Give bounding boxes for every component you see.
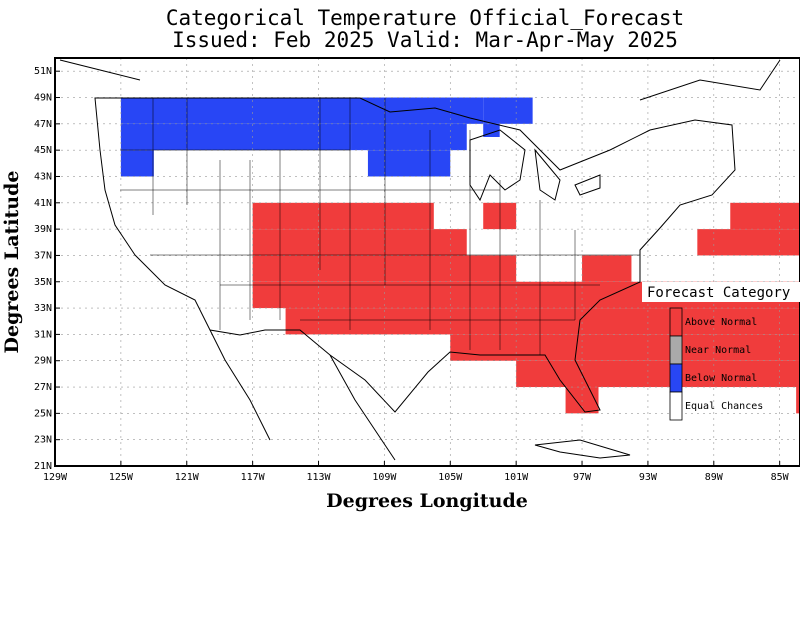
y-tick-label: 35N (34, 277, 52, 288)
y-tick-label: 47N (34, 119, 52, 130)
x-tick-label: 121W (175, 472, 200, 483)
x-tick-label: 97W (573, 472, 592, 483)
chart-title-line2: Issued: Feb 2025 Valid: Mar-Apr-May 2025 (172, 28, 678, 52)
y-tick-label: 33N (34, 303, 52, 314)
x-tick-label: 89W (705, 472, 724, 483)
y-tick-label: 29N (34, 356, 52, 367)
legend-label: Near Normal (685, 345, 751, 356)
legend: Forecast Category Above Normal Near Norma… (642, 282, 800, 421)
legend-title-bg (642, 282, 800, 302)
x-tick-label: 113W (306, 472, 331, 483)
below-normal-cell-2 (483, 97, 533, 124)
y-tick-label: 21N (34, 461, 52, 472)
legend-label: Above Normal (685, 317, 757, 328)
y-tick-label: 45N (34, 145, 52, 156)
above-normal-cell-14 (516, 360, 800, 388)
x-tick-label: 129W (43, 472, 68, 483)
x-tick-label: 117W (241, 472, 266, 483)
above-normal-cell-2 (252, 229, 467, 256)
x-axis-title: Degrees Longitude (326, 490, 528, 512)
x-tick-labels: 129W 125W 121W 117W 113W 109W 105W 101W 97W 93W 89… (43, 461, 790, 483)
x-tick-label: 125W (109, 472, 134, 483)
x-tick-label: 85W (771, 472, 790, 483)
mexico-coast (209, 329, 396, 461)
above-normal-cell-0 (252, 202, 434, 230)
great-lakes (469, 129, 601, 202)
below-normal-cell-4 (351, 123, 467, 151)
y-tick-label: 51N (34, 66, 52, 77)
y-tick-label: 23N (34, 435, 52, 446)
above-normal-cell-5 (697, 229, 800, 256)
y-tick-labels: 21N 23N 25N 27N 29N 31N 33N 35N 37N 39N 41N 43N 45N 4… (34, 66, 60, 472)
above-normal-cell-4 (582, 255, 632, 282)
x-tick-label: 101W (504, 472, 529, 483)
above-normal-cell-16 (796, 360, 800, 414)
y-tick-label: 37N (34, 250, 52, 261)
x-tick-label: 93W (639, 472, 658, 483)
x-tick-label: 105W (438, 472, 463, 483)
legend-label: Equal Chances (685, 401, 763, 412)
grid-lines (55, 58, 800, 466)
above-normal-cell-13 (450, 334, 800, 361)
y-tick-label: 39N (34, 224, 52, 235)
legend-swatch (669, 391, 683, 421)
below-normal-cell-3 (120, 123, 352, 151)
legend-swatch (669, 363, 683, 393)
legend-label: Below Normal (685, 373, 757, 384)
y-tick-label: 25N (34, 408, 52, 419)
y-tick-label: 41N (34, 198, 52, 209)
legend-swatch (669, 307, 683, 337)
above-normal-cell-12 (285, 308, 800, 335)
y-tick-label: 49N (34, 93, 52, 104)
above-normal-cell-1 (483, 202, 517, 230)
y-tick-label: 43N (34, 171, 52, 182)
below-normal-cell-0 (120, 97, 319, 124)
coastline-layer (59, 59, 781, 461)
below-normal-cell-6 (120, 150, 154, 177)
plot-frame (54, 57, 800, 467)
y-tick-label: 31N (34, 329, 52, 340)
y-tick-label: 27N (34, 382, 52, 393)
cuba (534, 439, 631, 459)
legend-swatch (669, 335, 683, 365)
canada-north (59, 59, 781, 101)
above-normal-cell-6 (730, 202, 800, 230)
y-axis-title: Degrees Latitude (1, 171, 23, 354)
chart-title-line1: Categorical Temperature Official_Forecas… (165, 6, 685, 30)
state-borders (120, 98, 640, 355)
legend-title: Forecast Category (647, 285, 790, 301)
below-normal-cell-7 (367, 150, 451, 177)
x-tick-label: 109W (372, 472, 397, 483)
